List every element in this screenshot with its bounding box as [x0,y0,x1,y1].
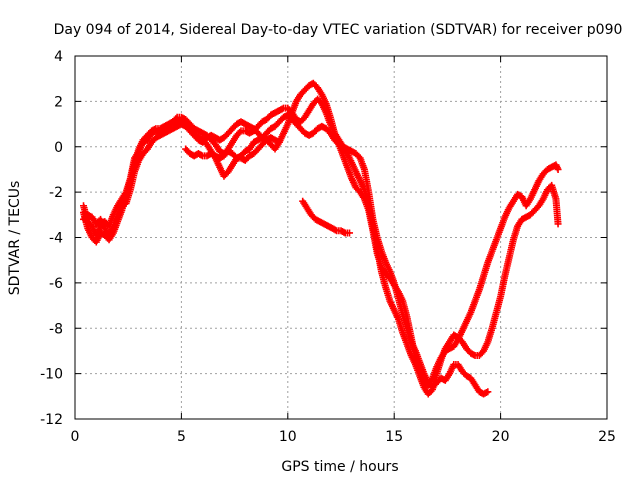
y-tick-label: -10 [40,367,63,383]
grid [75,56,607,419]
data-point [554,165,562,173]
data-point [172,115,180,123]
data-point [231,153,239,161]
y-tick-label: -12 [40,412,63,428]
plot-frame [74,55,608,420]
y-tick-label: -4 [49,231,63,247]
data-series [182,134,283,164]
y-tick-label: -8 [49,321,63,337]
y-tick-label: 4 [54,49,63,65]
y-tick-label: 0 [54,140,63,156]
y-axis-title: SDTVAR / TECUs [7,181,23,296]
data-point [484,388,492,396]
data-layer [80,79,562,398]
y-tick-label: -6 [49,276,63,292]
x-tick-label: 0 [71,429,80,445]
data-point [236,128,244,136]
y-tick-label: -2 [49,185,63,201]
x-tick-label: 5 [177,429,186,445]
data-series [299,197,354,237]
plot-border [74,55,608,420]
x-tick-label: 20 [492,429,510,445]
data-point [554,220,562,228]
data-point [346,229,354,237]
x-tick-label: 15 [385,429,403,445]
chart-title: Day 094 of 2014, Sidereal Day-to-day VTE… [54,22,623,38]
x-tick-label: 25 [598,429,616,445]
data-point [275,138,283,146]
x-tick-label: 10 [279,429,297,445]
y-tick-label: 2 [54,94,63,110]
x-axis-title: GPS time / hours [281,459,398,475]
data-series [80,95,492,398]
